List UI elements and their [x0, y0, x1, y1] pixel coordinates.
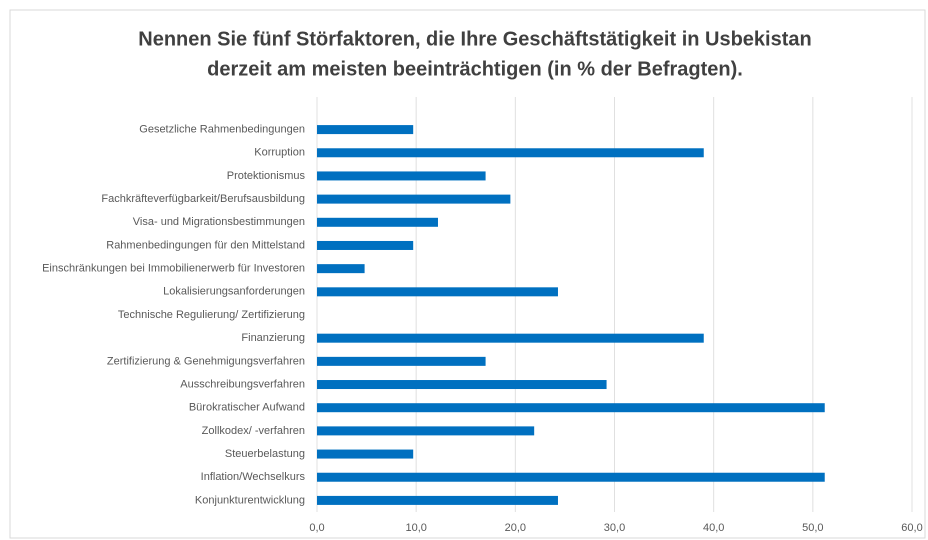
- y-tick-label: Finanzierung: [241, 332, 305, 344]
- y-tick-label: Steuerbelastung: [225, 448, 305, 460]
- y-tick-label: Zollkodex/ -verfahren: [202, 425, 305, 437]
- bar: [317, 125, 414, 135]
- y-tick-label: Korruption: [254, 147, 305, 159]
- chart-border: [9, 9, 926, 539]
- y-tick-label: Bürokratischer Aufwand: [189, 402, 305, 414]
- y-tick-label: Konjunkturentwicklung: [195, 494, 305, 506]
- bar: [317, 426, 535, 436]
- x-tick-label: 30,0: [604, 522, 625, 534]
- chart-title: derzeit am meisten beeinträchtigen (in %…: [207, 58, 743, 80]
- x-tick-label: 10,0: [405, 522, 426, 534]
- bar: [317, 264, 365, 274]
- bar: [317, 403, 825, 413]
- bar: [317, 148, 704, 158]
- y-tick-label: Einschränkungen bei Immobilienerwerb für…: [42, 263, 305, 275]
- bar: [317, 356, 486, 366]
- y-tick-label: Gesetzliche Rahmenbedingungen: [139, 123, 305, 135]
- bar: [317, 217, 438, 227]
- bar: [317, 194, 511, 204]
- y-tick-label: Rahmenbedingungen für den Mittelstand: [106, 239, 305, 251]
- y-tick-label: Visa- und Migrationsbestimmungen: [133, 216, 305, 228]
- y-tick-label: Technische Regulierung/ Zertifizierung: [118, 309, 305, 321]
- bar: [317, 333, 704, 343]
- y-tick-label: Fachkräfteverfügbarkeit/Berufsausbildung: [101, 193, 305, 205]
- bar: [317, 240, 414, 250]
- x-tick-label: 50,0: [802, 522, 823, 534]
- bar: [317, 287, 558, 297]
- y-tick-label: Inflation/Wechselkurs: [201, 471, 306, 483]
- bar: [317, 171, 486, 181]
- bar: [317, 449, 414, 459]
- chart-title: Nennen Sie fünf Störfaktoren, die Ihre G…: [138, 28, 811, 50]
- y-tick-label: Ausschreibungsverfahren: [180, 378, 305, 390]
- y-tick-label: Zertifizierung & Genehmigungsverfahren: [107, 355, 305, 367]
- x-tick-label: 40,0: [703, 522, 724, 534]
- bar: [317, 495, 558, 505]
- y-tick-label: Protektionismus: [227, 170, 306, 182]
- x-tick-label: 0,0: [309, 522, 324, 534]
- x-tick-label: 60,0: [901, 522, 922, 534]
- bar: [317, 472, 825, 482]
- bar: [317, 380, 607, 390]
- y-tick-label: Lokalisierungsanforderungen: [163, 286, 305, 298]
- x-tick-label: 20,0: [505, 522, 526, 534]
